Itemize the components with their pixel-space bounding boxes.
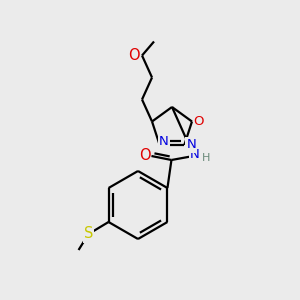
Text: N: N [190, 148, 199, 161]
Text: O: O [194, 115, 204, 128]
Text: N: N [159, 136, 169, 148]
Text: N: N [187, 139, 196, 152]
Text: O: O [139, 148, 150, 163]
Text: S: S [84, 226, 93, 242]
Text: O: O [128, 48, 140, 63]
Text: H: H [202, 153, 211, 163]
